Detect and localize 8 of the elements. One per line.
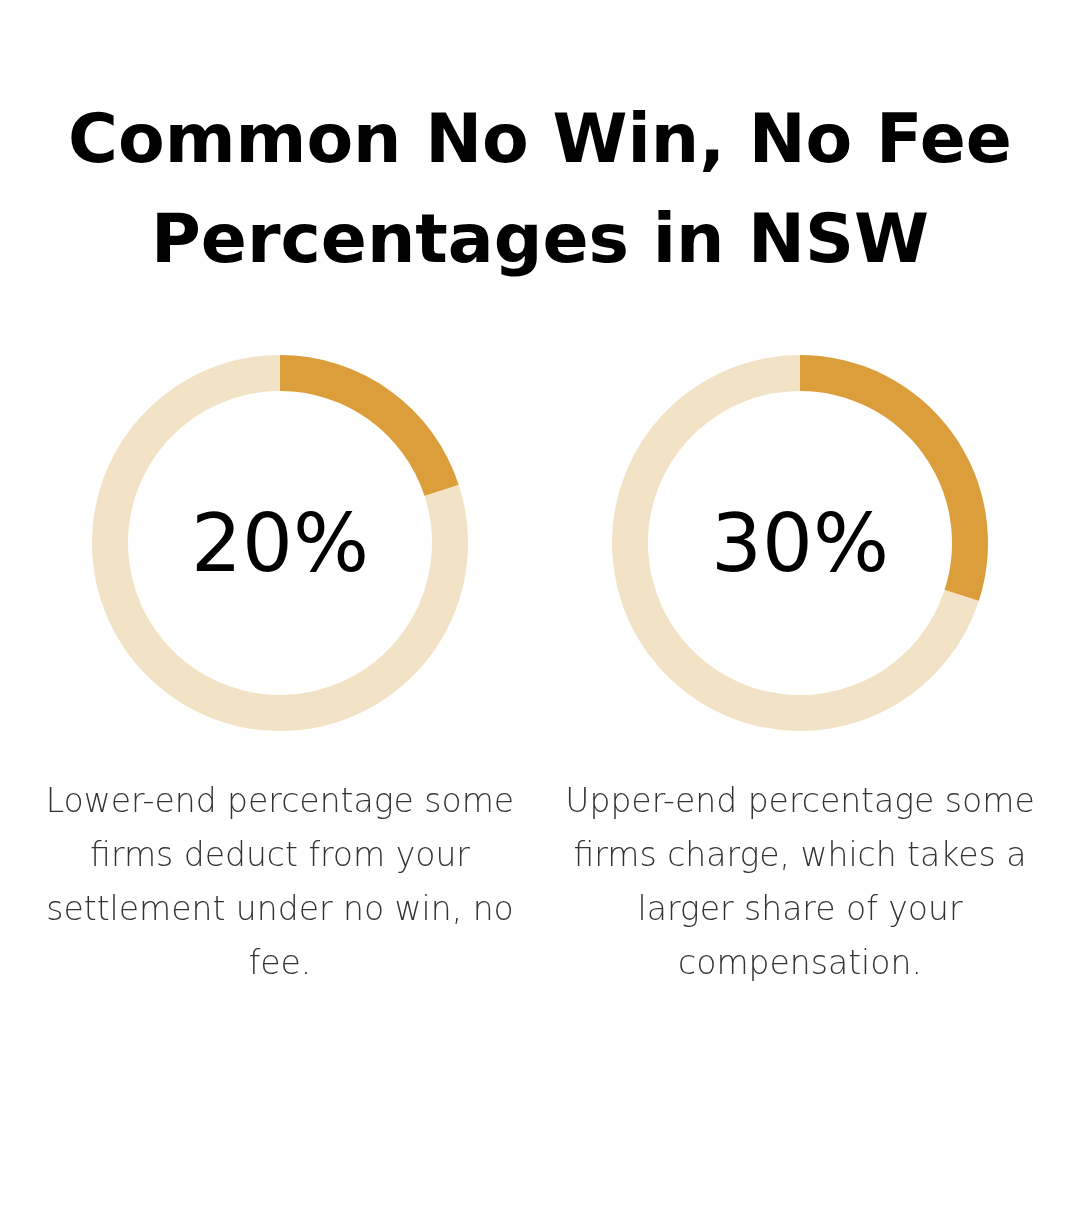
- donut-slice: [92, 355, 468, 731]
- chart-title: Common No Win, No Fee Percentages in NSW: [68, 99, 1012, 278]
- text: Lower-end percentage some firms deduct from your settlement under no win, no fee.: [45, 781, 515, 982]
- text: 30%: [711, 497, 889, 590]
- text: 20%: [191, 497, 369, 590]
- text: Upper-end percentage some firms charge, which takes a larger share of your compensation.: [565, 781, 1035, 982]
- donut-slice: [612, 355, 979, 731]
- donut-slice: [280, 355, 459, 497]
